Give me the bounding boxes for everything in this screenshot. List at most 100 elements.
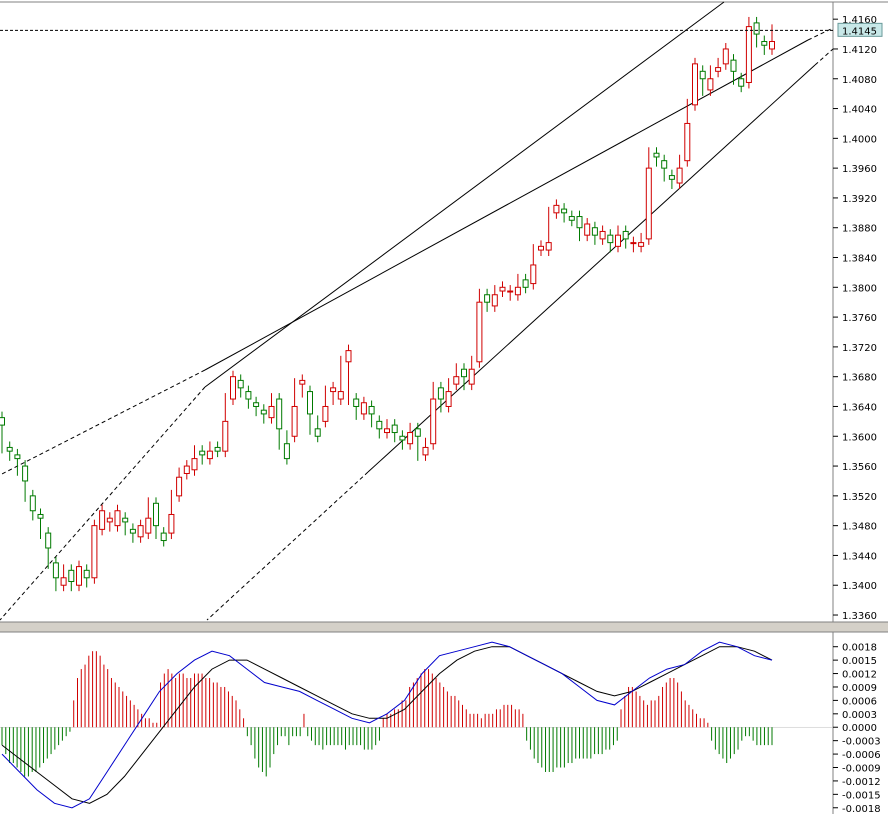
candle (437, 381, 444, 413)
candle (445, 378, 452, 413)
candle (738, 72, 745, 93)
candle (91, 519, 98, 584)
candle (122, 512, 129, 536)
trendline-support (367, 64, 816, 473)
macd-axis-label: -0.0009 (842, 764, 881, 775)
candle (576, 210, 583, 242)
macd-main-line (1, 641, 773, 809)
candle (299, 374, 306, 398)
macd-axis-label: -0.0012 (842, 777, 881, 788)
macd-axis-label: 0.0012 (842, 670, 877, 681)
macd-axis-label: -0.0006 (842, 750, 881, 761)
price-axis-label: 1.3720 (842, 343, 877, 354)
candle (245, 385, 252, 409)
candle (753, 16, 760, 48)
candle (561, 203, 568, 223)
candle (730, 54, 737, 85)
candle (183, 460, 190, 480)
candle (168, 489, 175, 540)
candle (160, 527, 167, 547)
candle (106, 512, 113, 532)
candle (676, 154, 683, 189)
trendline-support-dashed (206, 471, 369, 621)
panel-separator[interactable] (0, 622, 888, 632)
candle (553, 199, 560, 219)
current-price-label: 1.4145 (842, 26, 877, 37)
candle (99, 504, 106, 536)
price-axis-label: 1.3960 (842, 164, 877, 175)
candle (260, 404, 267, 424)
price-axis-label: 1.4080 (842, 75, 877, 86)
candle (314, 415, 321, 443)
macd-axis: 0.0018 0.0015 0.0012 0.0009 0.0006 0.0003 0.00… (833, 643, 881, 814)
candle (145, 497, 152, 540)
macd-histogram (1, 651, 773, 777)
price-axis-label: 1.3440 (842, 551, 877, 562)
candle (622, 225, 629, 249)
candle (276, 393, 283, 450)
candle (638, 232, 645, 253)
candle (360, 396, 367, 420)
candle (137, 519, 144, 543)
candle (76, 560, 82, 592)
candle (68, 564, 75, 592)
candlestick-series (0, 16, 775, 592)
candle (52, 556, 59, 592)
price-axis-label: 1.4120 (842, 45, 877, 56)
candle (384, 419, 390, 439)
candle (407, 422, 414, 450)
candle (668, 169, 675, 189)
candle (337, 355, 344, 405)
candle (522, 273, 529, 294)
candle (769, 24, 775, 55)
candle (484, 288, 491, 312)
candle (607, 229, 614, 253)
candle (745, 16, 752, 89)
candle (29, 489, 36, 521)
trendlines[interactable] (0, 1, 834, 621)
candle (60, 564, 67, 592)
candle (199, 445, 206, 465)
macd-axis-label: -0.0018 (842, 804, 881, 814)
candle (176, 467, 183, 502)
price-axis-label: 1.3360 (842, 611, 877, 622)
candle (376, 415, 383, 439)
candle (230, 370, 236, 405)
candle (253, 396, 260, 417)
price-axis-label: 1.3880 (842, 224, 877, 235)
price-axis-label: 1.3920 (842, 194, 877, 205)
candle (399, 430, 406, 450)
macd-signal-line (1, 646, 773, 804)
candle (707, 65, 714, 96)
candle (699, 65, 706, 96)
candle (291, 378, 298, 443)
price-axis-label: 1.3800 (842, 283, 877, 294)
candle (0, 411, 5, 454)
current-price-tag: 1.4145 (837, 22, 883, 37)
candle (722, 43, 729, 70)
macd-axis-label: 0.0018 (842, 643, 877, 654)
macd-axis-label: 0.0009 (842, 683, 877, 694)
candle (499, 281, 506, 297)
candle (630, 236, 637, 253)
candle (468, 355, 475, 391)
price-axis-label: 1.3680 (842, 373, 877, 384)
price-axis: 1.4160 1.4120 1.4080 1.4040 1.4000 1.3960 1.39… (833, 15, 877, 622)
price-axis-label: 1.3520 (842, 492, 877, 503)
price-axis-label: 1.3760 (842, 313, 877, 324)
candle (653, 147, 660, 167)
candle (545, 206, 552, 257)
price-axis-label: 1.4000 (842, 134, 877, 145)
macd-axis-label: 0.0015 (842, 656, 877, 667)
candle (453, 363, 460, 391)
candle (491, 285, 498, 312)
candle (591, 221, 598, 245)
trendline-resistance (204, 39, 809, 371)
macd-axis-label: -0.0015 (842, 790, 881, 801)
candle (307, 385, 313, 435)
candle (476, 288, 483, 368)
candle (461, 363, 467, 391)
candle (222, 393, 229, 458)
